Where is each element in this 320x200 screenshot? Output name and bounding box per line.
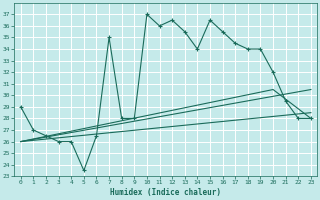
X-axis label: Humidex (Indice chaleur): Humidex (Indice chaleur) xyxy=(110,188,221,197)
